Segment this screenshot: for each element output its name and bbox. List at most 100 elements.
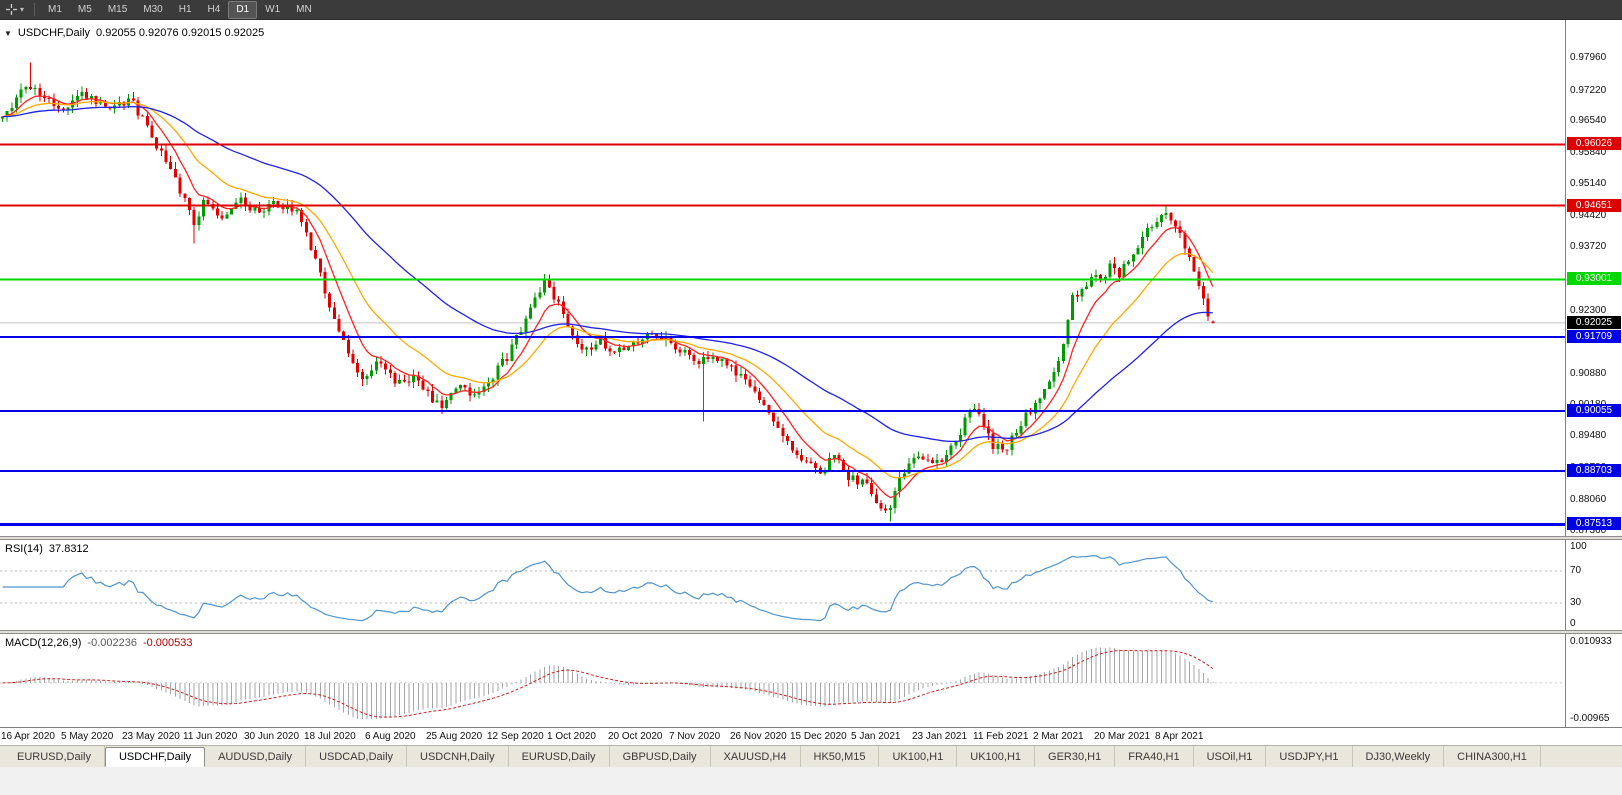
price-axis-label: 0.93720 — [1570, 241, 1607, 252]
timeframe-button-h4[interactable]: H4 — [207, 3, 221, 15]
chart-tab-usdcnh-daily[interactable]: USDCNH,Daily — [407, 746, 509, 767]
date-axis-label: 20 Mar 2021 — [1094, 731, 1151, 742]
date-axis-label: 25 Aug 2020 — [426, 731, 483, 742]
timeframe-toolbar: ▾ M1 M5 M15 M30 H1 H4 D1 W1 MN — [0, 0, 1622, 20]
chart-tab-xauusd-h4[interactable]: XAUUSD,H4 — [711, 746, 801, 767]
price-pane: ▼ USDCHF,Daily 0.92055 0.92076 0.92015 0… — [0, 20, 1622, 536]
price-tag-0.87513: 0.87513 — [1567, 517, 1621, 530]
chart-ohlc-values: 0.92055 0.92076 0.92015 0.92025 — [96, 27, 265, 39]
timeframe-buttons: M1 M5 M15 M30 H1 H4 D1 W1 MN — [40, 0, 320, 19]
chart-tab-china300-h1[interactable]: CHINA300,H1 — [1444, 746, 1541, 767]
price-tag-0.94651: 0.94651 — [1567, 199, 1621, 212]
pane-splitter[interactable] — [0, 630, 1622, 634]
date-axis-label: 12 Sep 2020 — [487, 731, 544, 742]
macd-axis-label: -0.00965 — [1570, 713, 1610, 724]
macd-plot[interactable]: MACD(12,26,9) -0.002236 -0.000533 — [0, 634, 1565, 727]
price-tag-0.90055: 0.90055 — [1567, 404, 1621, 417]
bottom-filler — [0, 767, 1622, 795]
timeframe-button-mn[interactable]: MN — [296, 3, 312, 15]
macd-title: MACD(12,26,9) — [5, 637, 82, 649]
timeframe-button-m15[interactable]: M15 — [107, 3, 128, 15]
rsi-title: RSI(14) — [5, 543, 43, 555]
chevron-down-icon: ▾ — [20, 5, 25, 14]
timeframe-button-m30[interactable]: M30 — [143, 3, 163, 15]
date-axis-label: 5 Jan 2021 — [851, 731, 901, 742]
rsi-header: RSI(14) 37.8312 — [5, 543, 89, 555]
collapse-icon[interactable]: ▼ — [4, 28, 12, 38]
price-axis-label: 0.87360 — [1570, 525, 1607, 536]
date-axis-label: 8 Apr 2021 — [1155, 731, 1204, 742]
rsi-axis[interactable]: 100 70 30 0 — [1565, 540, 1622, 630]
chart-tab-hk50-m15[interactable]: HK50,M15 — [801, 746, 880, 767]
price-tag-0.92025: 0.92025 — [1567, 316, 1621, 329]
macd-main-value: -0.002236 — [87, 637, 137, 649]
macd-axis-label: 0.010933 — [1570, 636, 1612, 647]
date-axis-label: 16 Apr 2020 — [1, 731, 55, 742]
price-axis-label: 0.92300 — [1570, 305, 1607, 316]
macd-pane: MACD(12,26,9) -0.002236 -0.000533 0.0109… — [0, 634, 1622, 727]
timeframe-button-d1[interactable]: D1 — [228, 0, 258, 19]
price-axis-label: 0.90880 — [1570, 368, 1607, 379]
pane-splitter[interactable] — [0, 536, 1622, 540]
chart-header: ▼ USDCHF,Daily 0.92055 0.92076 0.92015 0… — [4, 27, 264, 39]
chart-tab-eurusd-daily[interactable]: EURUSD,Daily — [4, 746, 105, 767]
ma-medium-line — [2, 100, 1214, 479]
rsi-plot[interactable]: RSI(14) 37.8312 — [0, 540, 1565, 630]
chart-tab-fra40-h1[interactable]: FRA40,H1 — [1115, 746, 1194, 767]
macd-signal-value: -0.000533 — [142, 637, 193, 649]
price-tag-0.91709: 0.91709 — [1567, 330, 1621, 343]
date-axis-label: 11 Jun 2020 — [183, 731, 238, 742]
price-axis-label: 0.97220 — [1570, 85, 1607, 96]
price-axis-label: 0.88060 — [1570, 494, 1607, 505]
price-axis-label: 0.97960 — [1570, 52, 1607, 63]
price-axis-label: 0.94420 — [1570, 210, 1607, 221]
date-axis-label: 6 Aug 2020 — [365, 731, 416, 742]
price-axis-label: 0.95840 — [1570, 147, 1607, 158]
candlestick-series — [1, 62, 1215, 522]
rsi-axis-label: 70 — [1570, 565, 1582, 576]
chart-tab-dj30-weekly[interactable]: DJ30,Weekly — [1353, 746, 1445, 767]
timeframe-button-m5[interactable]: M5 — [77, 3, 92, 15]
date-axis-label: 1 Oct 2020 — [547, 731, 596, 742]
macd-canvas[interactable] — [0, 634, 1565, 727]
date-axis-label: 18 Jul 2020 — [304, 731, 356, 742]
chart-tab-bar: EURUSD,Daily USDCHF,Daily AUDUSD,Daily USDC… — [0, 745, 1622, 767]
chart-tab-usdcad-daily[interactable]: USDCAD,Daily — [306, 746, 408, 767]
chart-tab-ger30-h1[interactable]: GER30,H1 — [1035, 746, 1116, 767]
price-axis[interactable]: 0.97960 0.97220 0.96540 0.95840 0.95140 0.944… — [1565, 20, 1622, 536]
ma-slow-line — [2, 105, 1213, 443]
rsi-canvas[interactable] — [0, 540, 1565, 630]
rsi-line — [2, 555, 1213, 622]
chart-tab-gbpusd-daily[interactable]: GBPUSD,Daily — [610, 746, 711, 767]
ma-fast-line — [2, 95, 1214, 499]
chart-tab-usdjpy-h1[interactable]: USDJPY,H1 — [1266, 746, 1353, 767]
timeframe-button-h1[interactable]: H1 — [178, 3, 192, 15]
price-tag-0.93001: 0.93001 — [1567, 272, 1621, 285]
date-axis-label: 26 Nov 2020 — [730, 731, 787, 742]
macd-signal-line — [2, 649, 1214, 718]
price-plot[interactable]: ▼ USDCHF,Daily 0.92055 0.92076 0.92015 0… — [0, 20, 1565, 536]
chart-tab-uk100-h1[interactable]: UK100,H1 — [957, 746, 1036, 767]
rsi-axis-label: 100 — [1570, 541, 1587, 552]
macd-axis[interactable]: 0.010933 -0.00965 — [1565, 634, 1622, 727]
rsi-levels — [0, 570, 1565, 604]
price-axis-label: 0.95140 — [1570, 178, 1607, 189]
horizontal-levels[interactable] — [0, 143, 1565, 526]
chart-tab-eurusd-daily[interactable]: EURUSD,Daily — [509, 746, 610, 767]
chart-tab-usdchf-daily[interactable]: USDCHF,Daily — [104, 747, 206, 767]
date-axis[interactable]: 16 Apr 2020 5 May 2020 23 May 2020 11 Jun 2… — [0, 727, 1622, 745]
chart-tab-usoil-h1[interactable]: USOil,H1 — [1194, 746, 1267, 767]
date-axis-label: 2 Mar 2021 — [1033, 731, 1084, 742]
timeframe-button-w1[interactable]: W1 — [265, 3, 281, 15]
chart-tab-audusd-daily[interactable]: AUDUSD,Daily — [205, 746, 307, 767]
date-axis-label: 23 Jan 2021 — [912, 731, 968, 742]
date-axis-label: 30 Jun 2020 — [244, 731, 300, 742]
timeframe-button-m1[interactable]: M1 — [48, 3, 62, 15]
rsi-value: 37.8312 — [48, 543, 89, 555]
chart-tab-uk100-h1[interactable]: UK100,H1 — [879, 746, 958, 767]
price-chart-canvas[interactable] — [0, 20, 1565, 536]
price-tag-0.96026: 0.96026 — [1567, 137, 1621, 150]
price-axis-label: 0.89480 — [1570, 430, 1607, 441]
cursor-tool-button[interactable]: ▾ — [0, 3, 29, 16]
